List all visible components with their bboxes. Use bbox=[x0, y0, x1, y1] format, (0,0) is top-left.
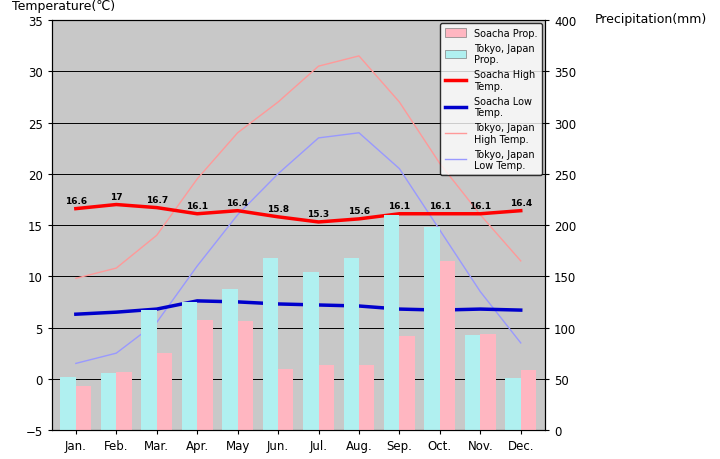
Line: Tokyo, Japan
High Temp.: Tokyo, Japan High Temp. bbox=[76, 57, 521, 279]
Bar bbox=[222, 289, 238, 430]
Text: 16.6: 16.6 bbox=[65, 196, 87, 206]
Bar bbox=[60, 377, 76, 430]
Text: 15.3: 15.3 bbox=[307, 210, 330, 219]
Y-axis label: Precipitation(mm): Precipitation(mm) bbox=[594, 13, 706, 26]
Bar bbox=[505, 378, 521, 430]
Bar bbox=[238, 322, 253, 430]
Bar bbox=[384, 215, 400, 430]
Tokyo, Japan
Low Temp. bbox=[355, 131, 364, 136]
Bar bbox=[465, 335, 480, 430]
Soacha High
Temp. bbox=[112, 202, 121, 208]
Tokyo, Japan
Low Temp. bbox=[71, 361, 80, 366]
Bar bbox=[157, 353, 172, 430]
Tokyo, Japan
High Temp. bbox=[153, 233, 161, 239]
Soacha High
Temp. bbox=[516, 208, 525, 214]
Tokyo, Japan
High Temp. bbox=[476, 213, 485, 218]
Text: 16.7: 16.7 bbox=[145, 196, 168, 205]
Text: 16.1: 16.1 bbox=[186, 202, 208, 211]
Tokyo, Japan
Low Temp. bbox=[233, 213, 242, 218]
Soacha High
Temp. bbox=[71, 207, 80, 212]
Bar bbox=[359, 366, 374, 430]
Line: Soacha High
Temp.: Soacha High Temp. bbox=[76, 205, 521, 223]
Tokyo, Japan
High Temp. bbox=[516, 258, 525, 264]
Tokyo, Japan
High Temp. bbox=[71, 276, 80, 281]
Soacha High
Temp. bbox=[476, 212, 485, 217]
Soacha High
Temp. bbox=[233, 208, 242, 214]
Bar bbox=[76, 386, 91, 430]
Tokyo, Japan
High Temp. bbox=[193, 177, 202, 182]
Soacha Low
Temp. bbox=[71, 312, 80, 317]
Soacha High
Temp. bbox=[355, 217, 364, 222]
Text: 17: 17 bbox=[110, 192, 122, 202]
Tokyo, Japan
Low Temp. bbox=[436, 228, 444, 234]
Soacha High
Temp. bbox=[274, 215, 282, 220]
Bar bbox=[303, 273, 318, 430]
Text: 15.8: 15.8 bbox=[267, 205, 289, 214]
Text: 16.1: 16.1 bbox=[469, 202, 491, 211]
Tokyo, Japan
High Temp. bbox=[274, 100, 282, 106]
Bar bbox=[425, 228, 440, 430]
Bar bbox=[117, 372, 132, 430]
Tokyo, Japan
High Temp. bbox=[112, 266, 121, 271]
Tokyo, Japan
Low Temp. bbox=[516, 341, 525, 346]
Soacha Low
Temp. bbox=[193, 298, 202, 304]
Tokyo, Japan
High Temp. bbox=[395, 100, 404, 106]
Y-axis label: Temperature(℃): Temperature(℃) bbox=[12, 0, 115, 13]
Soacha Low
Temp. bbox=[314, 302, 323, 308]
Line: Soacha Low
Temp.: Soacha Low Temp. bbox=[76, 301, 521, 314]
Bar bbox=[278, 369, 294, 430]
Bar bbox=[400, 336, 415, 430]
Tokyo, Japan
High Temp. bbox=[355, 54, 364, 60]
Soacha Low
Temp. bbox=[395, 307, 404, 312]
Bar bbox=[440, 261, 455, 430]
Legend: Soacha Prop., Tokyo, Japan
Prop., Soacha High
Temp., Soacha Low
Temp., Tokyo, Ja: Soacha Prop., Tokyo, Japan Prop., Soacha… bbox=[440, 24, 542, 176]
Text: 16.4: 16.4 bbox=[227, 199, 248, 207]
Soacha Low
Temp. bbox=[355, 303, 364, 309]
Soacha Low
Temp. bbox=[112, 310, 121, 315]
Soacha Low
Temp. bbox=[233, 299, 242, 305]
Tokyo, Japan
Low Temp. bbox=[112, 351, 121, 356]
Bar bbox=[521, 370, 536, 430]
Text: 15.6: 15.6 bbox=[348, 207, 370, 216]
Bar bbox=[318, 366, 334, 430]
Soacha High
Temp. bbox=[153, 205, 161, 211]
Text: 16.1: 16.1 bbox=[388, 202, 410, 211]
Soacha Low
Temp. bbox=[153, 307, 161, 312]
Soacha Low
Temp. bbox=[476, 307, 485, 312]
Soacha High
Temp. bbox=[436, 212, 444, 217]
Bar bbox=[141, 310, 157, 430]
Bar bbox=[182, 302, 197, 430]
Tokyo, Japan
Low Temp. bbox=[153, 320, 161, 325]
Line: Tokyo, Japan
Low Temp.: Tokyo, Japan Low Temp. bbox=[76, 134, 521, 364]
Bar bbox=[263, 258, 278, 430]
Tokyo, Japan
High Temp. bbox=[233, 131, 242, 136]
Tokyo, Japan
Low Temp. bbox=[395, 167, 404, 172]
Bar bbox=[343, 258, 359, 430]
Soacha High
Temp. bbox=[395, 212, 404, 217]
Tokyo, Japan
Low Temp. bbox=[274, 172, 282, 177]
Bar bbox=[101, 373, 117, 430]
Tokyo, Japan
High Temp. bbox=[314, 64, 323, 70]
Tokyo, Japan
High Temp. bbox=[436, 162, 444, 167]
Bar bbox=[480, 334, 495, 430]
Tokyo, Japan
Low Temp. bbox=[314, 136, 323, 141]
Text: 16.4: 16.4 bbox=[510, 199, 532, 207]
Soacha Low
Temp. bbox=[436, 308, 444, 313]
Bar bbox=[197, 321, 212, 430]
Soacha High
Temp. bbox=[193, 212, 202, 217]
Soacha Low
Temp. bbox=[516, 308, 525, 313]
Soacha High
Temp. bbox=[314, 220, 323, 225]
Tokyo, Japan
Low Temp. bbox=[476, 289, 485, 295]
Soacha Low
Temp. bbox=[274, 302, 282, 307]
Tokyo, Japan
Low Temp. bbox=[193, 263, 202, 269]
Text: 16.1: 16.1 bbox=[429, 202, 451, 211]
